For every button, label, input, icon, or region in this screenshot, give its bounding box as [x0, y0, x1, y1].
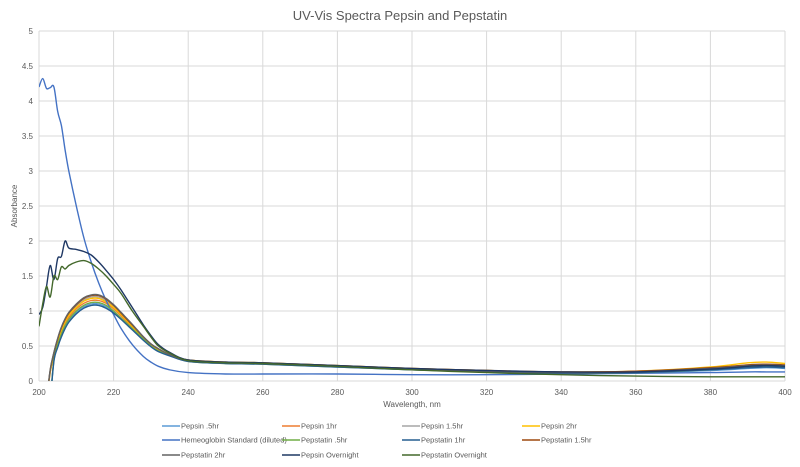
x-tick-label: 340 [555, 388, 569, 397]
y-axis-ticks: 0 0.5 1 1.5 2 2.5 3 3.5 4 4.5 5 [22, 27, 34, 386]
legend-label: Pepstatin Overnight [421, 451, 488, 460]
legend: Pepsin .5hr Pepsin 1hr Pepsin 1.5hr Pepsin … [162, 422, 592, 460]
x-tick-label: 240 [182, 388, 196, 397]
x-tick-label: 300 [405, 388, 419, 397]
y-tick-label: 3.5 [22, 132, 34, 141]
legend-label: Pepstatin .5hr [301, 436, 348, 445]
x-axis-ticks: 200 220 240 260 280 300 320 340 360 380 400 [32, 388, 792, 397]
y-tick-label: 1.5 [22, 272, 34, 281]
legend-item: Pepstatin 1.5hr [522, 436, 592, 445]
legend-item: Pepstatin Overnight [402, 451, 488, 460]
legend-item: Hemeoglobin Standard (diluted) [162, 436, 287, 445]
legend-item: Pepsin 1hr [282, 422, 337, 431]
x-tick-label: 380 [704, 388, 718, 397]
legend-label: Pepsin .5hr [181, 422, 219, 431]
series-lines [39, 77, 785, 381]
x-tick-label: 260 [256, 388, 270, 397]
legend-label: Pepstatin 1.5hr [541, 436, 592, 445]
y-tick-label: 4 [29, 97, 34, 106]
y-tick-label: 3 [29, 167, 34, 176]
legend-label: Pepsin 1hr [301, 422, 337, 431]
legend-item: Pepsin Overnight [282, 451, 359, 460]
x-axis-label: Wavelength, nm [383, 400, 441, 409]
x-tick-label: 320 [480, 388, 494, 397]
legend-label: Pepstatin 2hr [181, 451, 226, 460]
y-tick-label: 4.5 [22, 62, 34, 71]
x-tick-label: 220 [107, 388, 121, 397]
series-line-10 [39, 259, 785, 378]
legend-label: Hemeoglobin Standard (diluted) [181, 436, 287, 445]
x-tick-label: 280 [331, 388, 345, 397]
legend-label: Pepsin 2hr [541, 422, 577, 431]
y-tick-label: 0.5 [22, 342, 34, 351]
legend-label: Pepstatin 1hr [421, 436, 466, 445]
y-tick-label: 2 [29, 237, 34, 246]
y-axis-label: Absorbance [10, 184, 19, 227]
x-tick-label: 400 [778, 388, 792, 397]
gridlines [38, 30, 786, 382]
x-tick-label: 200 [32, 388, 46, 397]
legend-item: Pepsin 2hr [522, 422, 577, 431]
x-tick-label: 360 [629, 388, 643, 397]
y-tick-label: 1 [29, 307, 34, 316]
legend-item: Pepsin .5hr [162, 422, 219, 431]
y-tick-label: 2.5 [22, 202, 34, 211]
legend-item: Pepstatin 2hr [162, 451, 226, 460]
y-tick-label: 5 [29, 27, 34, 36]
chart-title: UV-Vis Spectra Pepsin and Pepstatin [293, 8, 507, 23]
legend-item: Pepstatin 1hr [402, 436, 466, 445]
legend-item: Pepsin 1.5hr [402, 422, 464, 431]
series-line-9 [39, 240, 785, 373]
legend-label: Pepsin 1.5hr [421, 422, 464, 431]
y-tick-label: 0 [29, 377, 34, 386]
legend-item: Pepstatin .5hr [282, 436, 348, 445]
legend-label: Pepsin Overnight [301, 451, 359, 460]
